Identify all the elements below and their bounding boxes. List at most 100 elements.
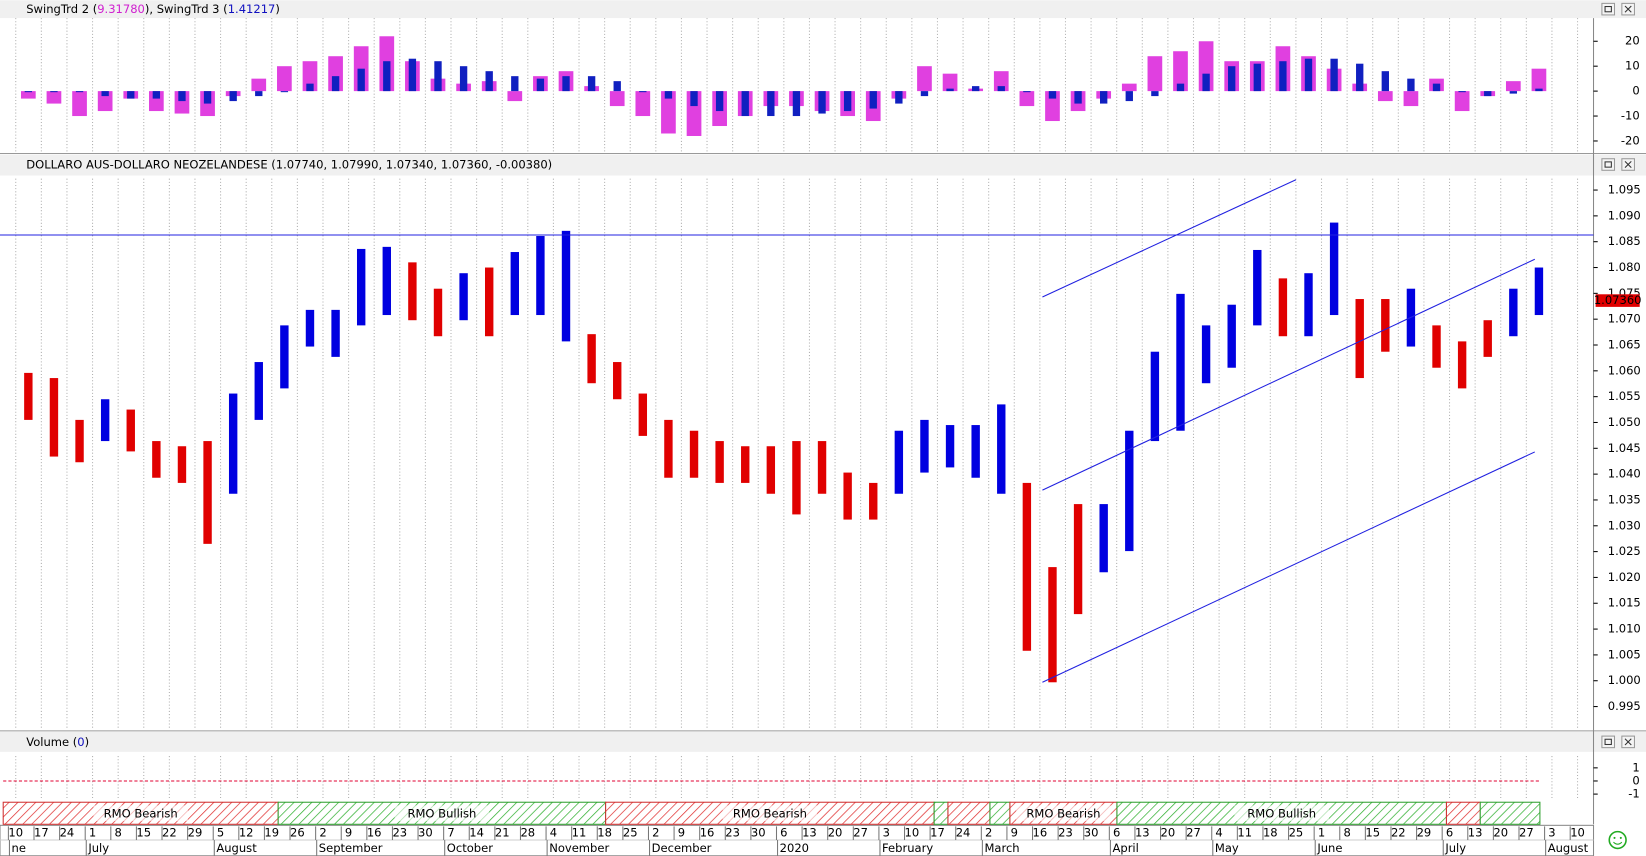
- histogram-bar: [920, 91, 929, 97]
- x-tick-label: 27: [1186, 826, 1201, 840]
- histogram-bar: [178, 91, 186, 102]
- y-tick-label: 1.095: [1608, 183, 1641, 197]
- histogram-bar: [24, 91, 33, 93]
- x-tick-label: 29: [188, 826, 203, 840]
- icon: [1619, 836, 1622, 839]
- label-bg: [722, 805, 818, 822]
- y-tick-label: 1.035: [1608, 492, 1641, 506]
- histogram-bar: [1377, 91, 1393, 102]
- price-bar: [49, 378, 59, 457]
- rmo-label: RMO Bullish: [407, 806, 476, 820]
- histogram-bar: [1147, 56, 1163, 92]
- y-tick-label: 1.090: [1608, 208, 1641, 222]
- y-tick-label: 1.030: [1608, 518, 1641, 532]
- month-label: ne: [12, 841, 26, 855]
- histogram-bar: [50, 91, 58, 93]
- pane-buttons[interactable]: [1601, 2, 1635, 749]
- price-bar: [945, 425, 955, 468]
- histogram-bar: [1356, 63, 1364, 92]
- price-bar: [997, 404, 1006, 494]
- status-icon[interactable]: [1608, 830, 1627, 850]
- maximize-button[interactable]: [1601, 158, 1616, 171]
- x-tick-label: 2: [985, 826, 992, 840]
- y-tick-label: 1.080: [1608, 260, 1641, 274]
- x-tick-label: 4: [1215, 826, 1222, 840]
- x-tick-label: 8: [114, 826, 121, 840]
- y-tick-label: 1.010: [1608, 622, 1641, 636]
- x-tick-label: 20: [828, 826, 843, 840]
- y-tick-label: 1.015: [1608, 596, 1641, 610]
- x-tick-label: 11: [1237, 826, 1252, 840]
- histogram-bar: [562, 76, 570, 92]
- histogram-bar: [1432, 83, 1441, 92]
- price-bar: [920, 419, 929, 473]
- y-tick-label: 1.045: [1608, 441, 1641, 455]
- legend-part: SwingTrd 2 (: [26, 2, 97, 16]
- rmo-label: RMO Bullish: [1247, 806, 1316, 820]
- x-tick-label: 11: [572, 826, 587, 840]
- price-bar: [126, 409, 135, 452]
- price-bar: [1509, 288, 1518, 337]
- price-bar: [152, 441, 161, 478]
- y-tick-label: -1: [1628, 787, 1640, 801]
- histogram-bar: [1074, 91, 1082, 104]
- x-tick-label: 23: [392, 826, 407, 840]
- price-bar: [1483, 320, 1492, 357]
- histogram-bar: [609, 91, 625, 107]
- price-bar: [869, 482, 878, 520]
- legend-part: ): [85, 734, 90, 748]
- price-bar: [843, 472, 852, 520]
- x-tick-label: 25: [623, 826, 638, 840]
- x-tick-label: 29: [1417, 826, 1432, 840]
- price-bar: [1278, 278, 1288, 337]
- x-tick-label: 1: [1318, 826, 1325, 840]
- histogram-bar: [1176, 83, 1185, 92]
- x-tick-label: 3: [883, 826, 890, 840]
- rmo-segment: [1479, 801, 1541, 825]
- histogram-bar: [536, 78, 545, 92]
- icon: [1604, 738, 1612, 746]
- x-tick-label: 17: [34, 826, 49, 840]
- month-label: 2020: [780, 841, 809, 855]
- x-tick-label: 23: [725, 826, 740, 840]
- maximize-button[interactable]: [1601, 735, 1616, 749]
- label-bg: [1234, 805, 1329, 822]
- price-bar: [587, 334, 596, 384]
- histogram-bar: [971, 86, 980, 92]
- price-bar: [24, 372, 33, 420]
- price-bar: [1201, 325, 1211, 384]
- y-tick-label: 20: [1625, 34, 1640, 48]
- month-label: July: [1444, 841, 1466, 855]
- rmo-label: RMO Bearish: [1026, 806, 1100, 820]
- label-bg: [93, 805, 188, 822]
- legend-part: ): [275, 2, 279, 16]
- x-tick-label: 18: [597, 826, 612, 840]
- price-bar: [1099, 504, 1108, 573]
- price-bar: [1381, 299, 1390, 352]
- price-bar: [356, 248, 366, 326]
- x-tick-label: 24: [60, 826, 75, 840]
- price-bar: [75, 419, 84, 463]
- histogram-bar: [942, 73, 958, 92]
- x-tick-label: 2: [319, 826, 326, 840]
- month-label: August: [216, 841, 257, 855]
- price-bar: [1329, 222, 1339, 316]
- histogram-bar: [306, 83, 314, 92]
- y-tick-label: 1.085: [1608, 234, 1641, 248]
- histogram-bar: [690, 91, 698, 107]
- price-bar: [433, 288, 443, 337]
- histogram-bar: [251, 78, 267, 92]
- histogram-bar: [1125, 91, 1133, 102]
- x-tick-label: 13: [1135, 826, 1150, 840]
- rmo-segment: [933, 801, 949, 825]
- legend-part: Volume (: [26, 734, 77, 748]
- x-tick-label: 25: [1289, 826, 1304, 840]
- maximize-button[interactable]: [1601, 2, 1616, 16]
- histogram-bar: [1304, 58, 1313, 92]
- histogram-bar: [1531, 68, 1547, 92]
- pane-legend: Volume (0): [26, 734, 89, 748]
- x-tick-label: 24: [956, 826, 971, 840]
- histogram-bar: [767, 91, 775, 117]
- smiley[interactable]: [1608, 830, 1627, 850]
